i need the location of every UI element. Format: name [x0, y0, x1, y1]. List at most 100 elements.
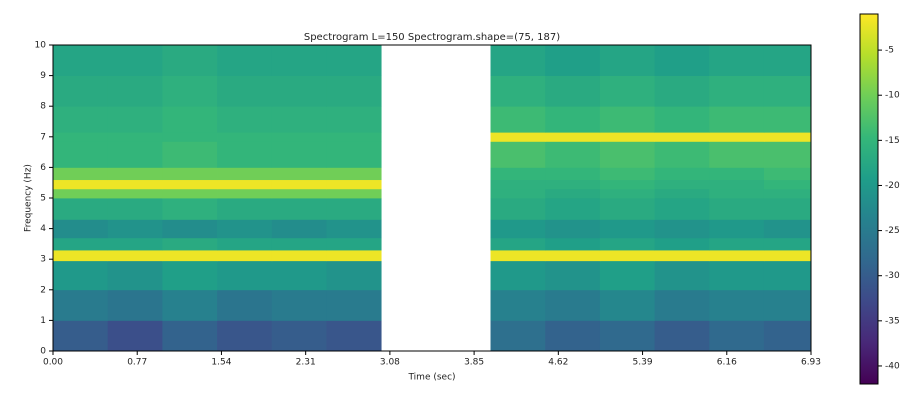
y-tick-label: 2	[40, 285, 46, 295]
heatmap-cell	[217, 320, 273, 352]
heatmap-cell	[654, 75, 710, 107]
heatmap-cell	[599, 179, 655, 190]
heatmap-cell	[271, 45, 327, 76]
heatmap-cell	[709, 320, 765, 352]
heatmap-cell	[490, 198, 546, 220]
heatmap-cell	[217, 237, 273, 251]
heatmap-cell	[53, 237, 109, 251]
heatmap-cell	[763, 167, 812, 181]
y-tick-label: 6	[40, 163, 46, 173]
heatmap-cell	[271, 167, 327, 181]
heatmap-cell	[53, 106, 109, 133]
colorbar-tick-label: -30	[885, 271, 900, 281]
heatmap-cell	[599, 141, 655, 168]
heatmap-cell	[599, 167, 655, 181]
heatmap-cell	[654, 106, 710, 133]
y-tick-label: 0	[40, 347, 46, 357]
heatmap-cell	[709, 132, 765, 142]
heatmap-cell	[599, 260, 655, 291]
heatmap-cell	[271, 250, 327, 262]
heatmap-cell	[654, 141, 710, 168]
x-tick-label: 1.54	[211, 358, 231, 368]
heatmap-cell	[763, 198, 812, 220]
heatmap-cell	[763, 237, 812, 251]
heatmap-cell	[107, 45, 163, 76]
heatmap-cell	[545, 289, 601, 321]
heatmap-cell	[763, 106, 812, 133]
heatmap-cell	[326, 320, 382, 352]
heatmap-cell	[709, 250, 765, 262]
heatmap-cell	[709, 289, 765, 321]
colorbar	[859, 13, 879, 385]
heatmap-cell	[271, 289, 327, 321]
heatmap-cell	[490, 179, 546, 190]
heatmap-cell	[545, 179, 601, 190]
heatmap-cell	[53, 250, 109, 262]
colorbar-tick-label: -25	[885, 226, 900, 236]
heatmap-cell	[217, 106, 273, 133]
heatmap-cell	[654, 179, 710, 190]
x-tick-label: 6.16	[717, 358, 737, 368]
heatmap-cell	[162, 141, 218, 168]
heatmap-cell	[326, 198, 382, 220]
x-tick-label: 3.08	[380, 358, 400, 368]
heatmap-cell	[545, 167, 601, 181]
x-tick-label: 0.00	[43, 358, 63, 368]
heatmap-cell	[545, 132, 601, 142]
heatmap-cell	[654, 132, 710, 142]
heatmap-cell	[763, 132, 812, 142]
heatmap-cell	[162, 260, 218, 291]
heatmap-cell	[107, 250, 163, 262]
heatmap-cell	[271, 132, 327, 142]
heatmap-cell	[162, 132, 218, 142]
heatmap-cell	[53, 75, 109, 107]
heatmap-cell	[217, 132, 273, 142]
heatmap-cell	[162, 198, 218, 220]
heatmap-cell	[709, 219, 765, 239]
y-tick-label: 1	[40, 316, 46, 326]
heatmap-cell	[654, 198, 710, 220]
heatmap-cell	[709, 237, 765, 251]
y-tick-label: 4	[40, 224, 46, 234]
heatmap-cell	[709, 141, 765, 168]
heatmap-cell	[654, 260, 710, 291]
heatmap-cell	[709, 179, 765, 190]
heatmap-cell	[107, 179, 163, 190]
heatmap-cell	[326, 75, 382, 107]
x-axis-label: Time (sec)	[407, 373, 455, 383]
heatmap-cell	[326, 188, 382, 199]
heatmap-cell	[271, 106, 327, 133]
heatmap-cell	[490, 167, 546, 181]
heatmap-cell	[654, 237, 710, 251]
heatmap-cell	[545, 188, 601, 199]
heatmap-cell	[763, 219, 812, 239]
heatmap-cell	[217, 260, 273, 291]
heatmap-cell	[490, 289, 546, 321]
heatmap-cell	[490, 320, 546, 352]
heatmap-cell	[490, 260, 546, 291]
x-tick-label: 3.85	[464, 358, 484, 368]
heatmap-cell	[599, 219, 655, 239]
heatmap-cell	[53, 132, 109, 142]
heatmap-cell	[709, 167, 765, 181]
heatmap-cell	[654, 250, 710, 262]
heatmap-cell	[709, 188, 765, 199]
heatmap-cell	[599, 132, 655, 142]
heatmap-cell	[654, 219, 710, 239]
heatmap-cell	[599, 45, 655, 76]
y-tick-label: 8	[40, 102, 46, 112]
colorbar-tick-label: -15	[885, 136, 900, 146]
heatmap-cell	[599, 198, 655, 220]
heatmap-cell	[217, 75, 273, 107]
heatmap-cell	[326, 219, 382, 239]
heatmap-cell	[326, 179, 382, 190]
heatmap-cell	[599, 106, 655, 133]
heatmap-cell	[709, 106, 765, 133]
heatmap-cell	[654, 289, 710, 321]
heatmap-cell	[53, 45, 109, 76]
heatmap-cell	[107, 320, 163, 352]
heatmap-cell	[326, 167, 382, 181]
colorbar-tick-label: -10	[885, 91, 900, 101]
heatmap-cell	[654, 45, 710, 76]
heatmap-cell	[217, 167, 273, 181]
